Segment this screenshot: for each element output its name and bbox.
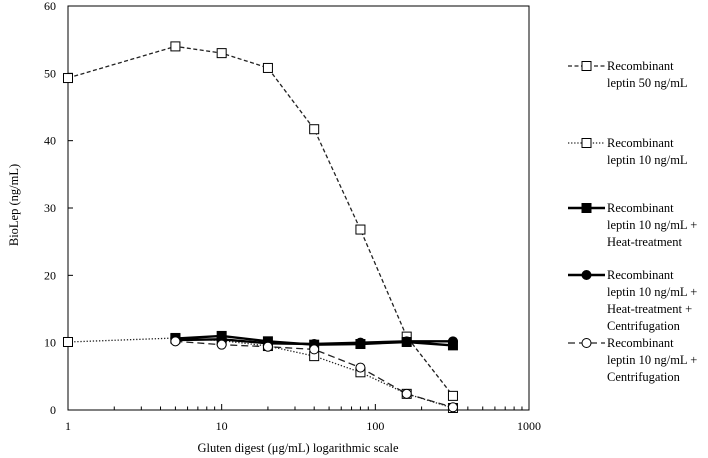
data-point-series-4 <box>401 336 412 347</box>
x-axis-title: Gluten digest (μg/mL) logarithmic scale <box>197 441 399 455</box>
legend-entry-3: Recombinant leptin 10 ng/mL + Heat-treatme… <box>568 201 697 249</box>
legend-label: Recombinant <box>607 201 674 215</box>
legend-label: leptin 10 ng/mL + <box>607 353 697 367</box>
legend-entry-2: Recombinant leptin 10 ng/mL <box>568 136 688 167</box>
x-tick-label: 10 <box>216 419 228 433</box>
data-point-series-5 <box>170 336 181 347</box>
x-tick-label: 1 <box>65 419 71 433</box>
legend-marker <box>581 270 592 280</box>
data-point-series-5 <box>309 344 320 355</box>
data-point-series-4 <box>447 336 458 347</box>
legend-marker <box>581 203 592 213</box>
data-point-series-1 <box>355 224 366 235</box>
series-layer <box>63 41 458 413</box>
legend-label: leptin 10 ng/mL <box>607 153 688 167</box>
legend: Recombinant leptin 50 ng/mL Recombinant lep… <box>568 59 697 384</box>
legend-label: leptin 10 ng/mL + <box>607 218 697 232</box>
data-point-series-5 <box>401 388 412 399</box>
data-point-series-1 <box>309 124 320 135</box>
legend-label: Centrifugation <box>607 319 681 333</box>
y-tick-label: 10 <box>44 336 56 350</box>
legend-entry-1: Recombinant leptin 50 ng/mL <box>568 59 688 90</box>
legend-marker <box>581 138 592 148</box>
legend-marker <box>581 338 592 348</box>
legend-label: Heat-treatment + <box>607 302 692 316</box>
data-point-series-1 <box>170 41 181 52</box>
legend-label: Recombinant <box>607 136 674 150</box>
y-tick-label: 20 <box>44 268 56 282</box>
y-tick-label: 50 <box>44 66 56 80</box>
legend-label: Recombinant <box>607 268 674 282</box>
x-axis: 1 10 100 1000 <box>65 404 541 433</box>
data-point-series-1 <box>216 48 227 59</box>
data-point-series-1 <box>447 390 458 401</box>
data-point-series-1 <box>262 62 273 73</box>
legend-entry-4: Recombinant leptin 10 ng/mL + Heat-treatme… <box>568 268 697 333</box>
legend-label: leptin 50 ng/mL <box>607 76 688 90</box>
series-line-1 <box>67 45 454 397</box>
series-markers <box>63 41 458 413</box>
x-tick-label: 100 <box>366 419 384 433</box>
data-point-series-5 <box>447 402 458 413</box>
y-axis: 0 10 20 30 40 50 60 <box>44 0 73 417</box>
x-tick-label: 1000 <box>517 419 541 433</box>
series-lines <box>67 45 454 409</box>
data-point-series-2 <box>63 336 73 347</box>
series-line-2 <box>67 337 454 409</box>
legend-label: Centrifugation <box>607 370 681 384</box>
data-point-series-4 <box>355 337 366 348</box>
legend-marker <box>581 61 592 71</box>
y-tick-label: 30 <box>44 201 56 215</box>
data-point-series-5 <box>262 341 273 352</box>
legend-label: Recombinant <box>607 59 674 73</box>
data-point-series-1 <box>63 73 73 84</box>
y-tick-label: 40 <box>44 134 56 148</box>
plot-border <box>67 5 530 411</box>
legend-entry-5: Recombinant leptin 10 ng/mL + Centrifugati… <box>568 336 697 384</box>
plot-area <box>67 5 530 411</box>
y-tick-label: 0 <box>50 403 56 417</box>
y-axis-title: BioLep (ng/mL) <box>7 164 21 246</box>
legend-label: leptin 10 ng/mL + <box>607 285 697 299</box>
legend-label: Heat-treatment <box>607 235 682 249</box>
legend-label: Recombinant <box>607 336 674 350</box>
data-point-series-5 <box>355 362 366 373</box>
data-point-series-5 <box>216 339 227 350</box>
y-tick-label: 60 <box>44 0 56 13</box>
